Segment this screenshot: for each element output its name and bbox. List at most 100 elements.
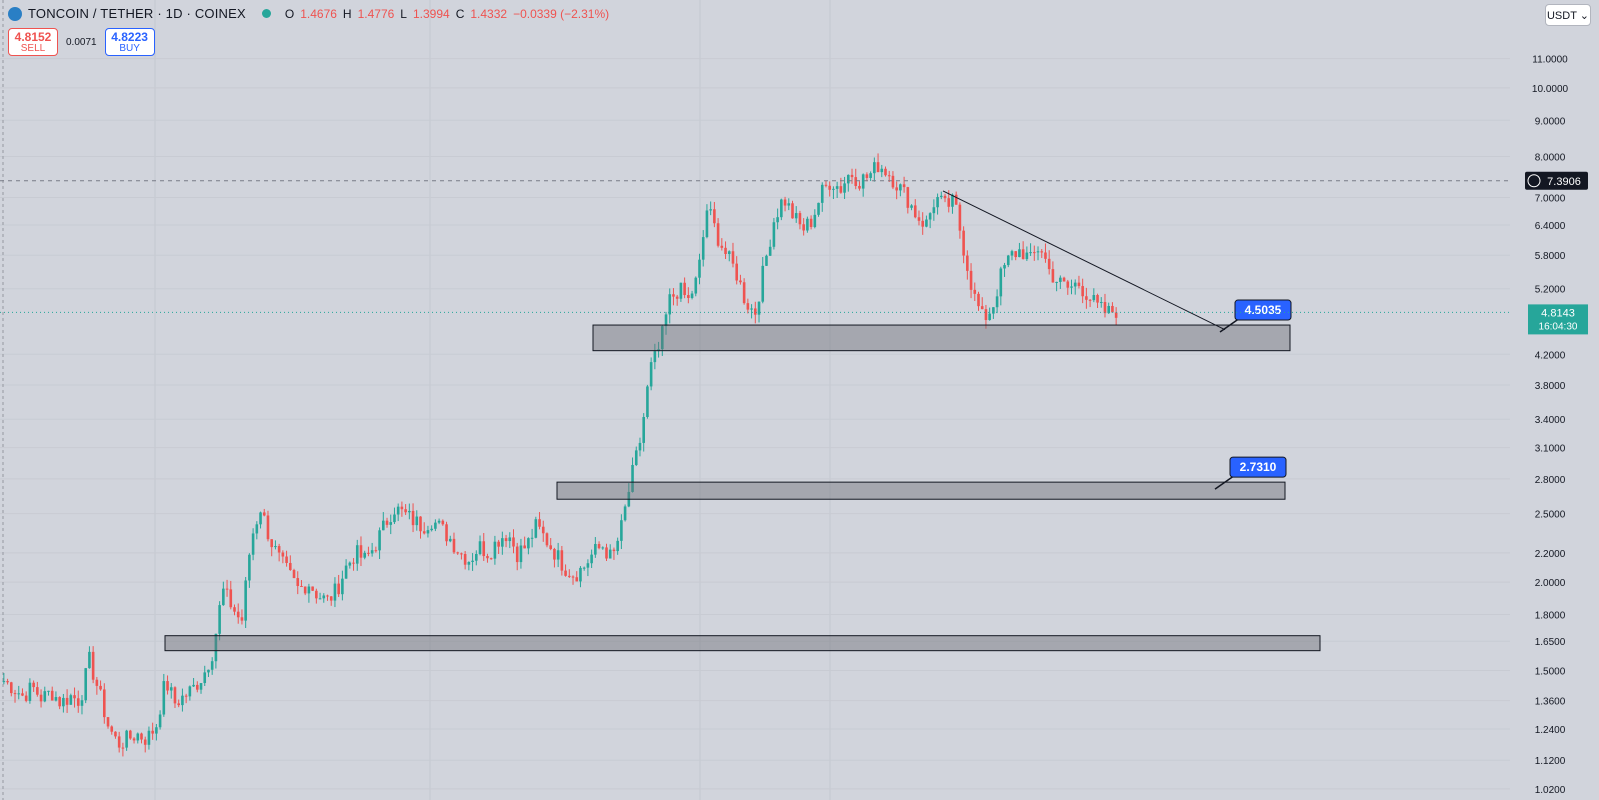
candle-body: [776, 217, 779, 223]
candle-body: [2, 681, 6, 683]
candle-body: [460, 553, 463, 555]
candle-body: [753, 308, 757, 315]
candle-body: [582, 567, 586, 569]
candle-body: [106, 717, 110, 727]
candle-body: [169, 687, 173, 691]
candle-body: [426, 530, 430, 534]
candle-body: [820, 184, 824, 203]
candle-body: [504, 538, 508, 542]
chevron-down-icon: ⌄: [1579, 10, 1590, 22]
candle-body: [1044, 252, 1047, 259]
candle-body: [497, 541, 500, 547]
candle-body: [794, 213, 798, 219]
candle-body: [664, 314, 668, 327]
trade-panel: 4.8152 SELL 0.0071 4.8223 BUY: [8, 28, 155, 56]
candle-body: [486, 556, 489, 559]
y-tick-label: 1.5000: [1535, 666, 1566, 677]
candle-body: [39, 694, 43, 702]
candle-body: [939, 195, 943, 198]
candle-body: [579, 567, 582, 582]
candle-body: [623, 506, 627, 521]
candle-body: [995, 296, 999, 308]
y-tick-label: 3.8000: [1535, 381, 1566, 392]
close-value: 1.4332: [470, 6, 508, 21]
currency-select[interactable]: USDT ⌄: [1545, 4, 1591, 26]
candle-body: [47, 690, 50, 692]
candle-body: [129, 730, 132, 739]
symbol-title[interactable]: TONCOIN / TETHER · 1D · COINEX: [28, 6, 246, 21]
candle-body: [463, 554, 467, 565]
candle-body: [1107, 305, 1111, 314]
sell-button[interactable]: 4.8152 SELL: [8, 28, 58, 56]
candle-body: [236, 611, 240, 618]
candle-body: [177, 703, 181, 706]
candle-body: [508, 537, 512, 542]
y-tick-label: 2.0000: [1535, 578, 1566, 589]
candle-body: [419, 516, 422, 532]
candle-body: [389, 522, 393, 525]
candle-body: [657, 349, 660, 352]
candle-body: [951, 194, 954, 207]
candle-body: [251, 533, 255, 555]
candle-body: [679, 282, 683, 299]
candle-body: [928, 213, 932, 220]
candle-body: [560, 550, 564, 571]
candle-body: [277, 546, 281, 553]
low-value: 1.3994: [412, 6, 450, 21]
zone-price-label: 2.7310: [1214, 456, 1287, 490]
candle-body: [69, 695, 73, 705]
y-tick-label: 1.0200: [1535, 785, 1566, 796]
candle-body: [307, 586, 311, 594]
candle-body: [229, 589, 233, 608]
candle-body: [783, 199, 787, 206]
candle-body: [958, 204, 962, 231]
ohlc-values: O 1.4676 H 1.4776 L 1.3994 C 1.4332 −0.0339 …: [285, 7, 609, 21]
candle-body: [668, 294, 672, 315]
candle-body: [32, 682, 35, 688]
candle-body: [501, 538, 504, 547]
buy-button[interactable]: 4.8223 BUY: [104, 28, 155, 56]
low-key: L: [400, 6, 407, 21]
candle-body: [1003, 265, 1006, 269]
candle-body: [772, 222, 776, 247]
candle-body: [906, 187, 910, 208]
y-tick-label: 2.2000: [1535, 549, 1566, 560]
y-tick-label: 2.5000: [1535, 510, 1566, 521]
open-key: O: [284, 6, 295, 21]
candle-body: [538, 519, 541, 527]
support-zone: [164, 635, 1321, 652]
candle-body: [1096, 295, 1099, 303]
buy-price: 4.8223: [111, 30, 148, 44]
candle-body: [121, 747, 125, 749]
candle-body: [88, 651, 91, 669]
candle-body: [675, 296, 679, 299]
candle-body: [344, 565, 348, 579]
candle-body: [281, 552, 285, 557]
candle-body: [162, 681, 166, 715]
candle-body: [739, 280, 742, 283]
candle-body: [430, 528, 433, 531]
candle-body: [913, 205, 917, 218]
candle-body: [400, 506, 404, 510]
candle-body: [698, 259, 701, 278]
candle-body: [713, 209, 716, 224]
candle-body: [701, 237, 705, 260]
candle-body: [151, 730, 154, 734]
candle-body: [54, 697, 58, 701]
y-tick-label: 5.8000: [1535, 251, 1566, 262]
y-tick-label: 3.4000: [1535, 415, 1566, 426]
candle-body: [155, 727, 158, 734]
candle-body: [21, 693, 24, 696]
y-tick-label: 7.0000: [1535, 193, 1566, 204]
candle-body: [694, 277, 698, 294]
zone-price-label: 4.5035: [1219, 299, 1292, 333]
candle-body: [567, 575, 571, 577]
label-text: 4.5035: [1245, 303, 1282, 317]
candle-body: [58, 697, 61, 707]
label-box: [1229, 456, 1287, 478]
y-tick-label: 3.1000: [1535, 444, 1566, 455]
candle-body: [672, 294, 675, 297]
candle-body: [988, 313, 991, 321]
candle-body: [1040, 251, 1044, 253]
